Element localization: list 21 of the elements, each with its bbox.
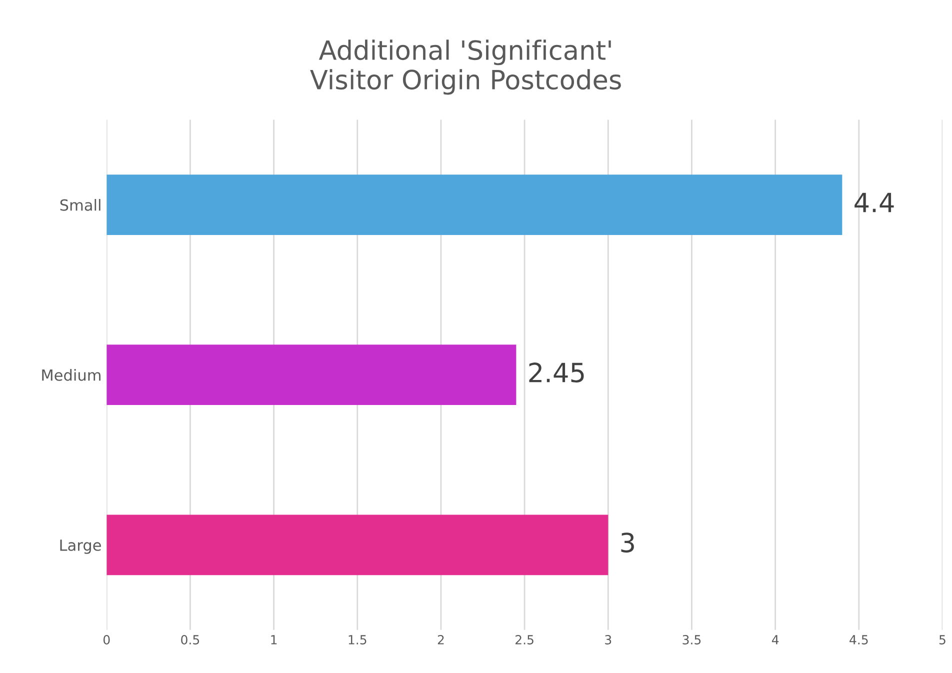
x-tick-label: 4.5 [850, 635, 868, 644]
y-tick-label: Small [60, 199, 100, 211]
x-tick-label: 3 [605, 635, 612, 644]
chart-title: Additional 'Significant' Visitor Origin Postcodes [310, 40, 621, 95]
data-label: 4.4 [854, 192, 894, 212]
x-tick-label: 5 [939, 635, 946, 644]
x-tick-label: 2.5 [516, 635, 534, 644]
x-tick-label: 0.5 [181, 635, 200, 644]
x-tick-label: 2 [438, 635, 444, 644]
x-tick-label: 1.5 [348, 635, 366, 644]
data-label: 3 [621, 532, 634, 553]
y-tick-label: Medium [42, 369, 100, 381]
x-tick-label: 0 [103, 635, 110, 644]
x-tick-label: 1 [271, 635, 277, 644]
data-label: 2.45 [529, 362, 584, 383]
y-tick-label: Large [60, 540, 101, 554]
bar [106, 174, 842, 235]
x-tick-label: 3.5 [682, 635, 701, 644]
x-tick-label: 4 [772, 635, 779, 644]
bar [106, 344, 516, 406]
bar [106, 514, 608, 576]
